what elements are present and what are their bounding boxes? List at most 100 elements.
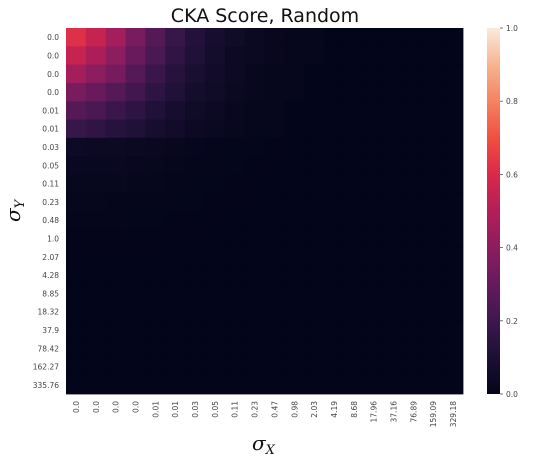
y-tick-label: 4.28: [42, 271, 59, 280]
heatmap-cell: [106, 138, 126, 157]
heatmap-cell: [304, 266, 324, 285]
heatmap-cell: [66, 65, 86, 84]
heatmap-cell: [185, 266, 205, 285]
heatmap-cell: [145, 248, 165, 267]
heatmap-cell: [205, 357, 225, 376]
heatmap-cell: [86, 120, 106, 139]
heatmap-cell: [443, 357, 463, 376]
heatmap-cell: [245, 303, 265, 322]
heatmap-cell: [185, 284, 205, 303]
heatmap-cell: [126, 46, 146, 65]
heatmap-cell: [265, 321, 285, 340]
y-tick-label: 18.32: [38, 308, 60, 317]
heatmap-cell: [66, 138, 86, 157]
y-tick-label: 0.0: [47, 51, 59, 60]
heatmap-cell: [265, 138, 285, 157]
heatmap-cell: [106, 376, 126, 395]
heatmap-cell: [364, 83, 384, 102]
heatmap-cell: [403, 229, 423, 248]
heatmap-cell: [423, 174, 443, 193]
heatmap-cell: [324, 339, 344, 358]
heatmap-cell: [106, 193, 126, 212]
heatmap-cell: [344, 46, 364, 65]
heatmap-cell: [423, 65, 443, 84]
heatmap-cell: [284, 83, 304, 102]
heatmap-cell: [304, 46, 324, 65]
heatmap-cell: [205, 229, 225, 248]
heatmap-cell: [364, 284, 384, 303]
heatmap-cell: [284, 321, 304, 340]
heatmap-cell: [304, 193, 324, 212]
x-tick-label: 0.01: [151, 401, 160, 418]
y-tick-label: 0.0: [47, 88, 59, 97]
heatmap-cell: [225, 321, 245, 340]
y-tick-label: 1.0: [47, 234, 59, 243]
heatmap-cell: [205, 28, 225, 47]
heatmap-cell: [443, 211, 463, 230]
heatmap-cell: [126, 321, 146, 340]
heatmap-cell: [165, 284, 185, 303]
heatmap-cell: [245, 211, 265, 230]
heatmap-cell: [185, 248, 205, 267]
heatmap-cell: [384, 156, 404, 175]
heatmap-cell: [364, 138, 384, 157]
heatmap-cell: [225, 248, 245, 267]
colorbar-tick-label: 0.6: [506, 170, 518, 179]
heatmap-cell: [145, 101, 165, 120]
heatmap-cell: [106, 46, 126, 65]
heatmap-cell: [265, 156, 285, 175]
y-tick-label: 0.0: [47, 33, 59, 42]
heatmap-cell: [245, 339, 265, 358]
heatmap-cell: [126, 156, 146, 175]
heatmap-cell: [423, 46, 443, 65]
heatmap-cell: [364, 174, 384, 193]
heatmap-cell: [86, 28, 106, 47]
heatmap-cell: [403, 248, 423, 267]
heatmap-cell: [66, 28, 86, 47]
heatmap-cell: [126, 83, 146, 102]
heatmap-cell: [106, 284, 126, 303]
heatmap-cell: [364, 211, 384, 230]
heatmap-cell: [403, 266, 423, 285]
x-tick-label: 0.11: [231, 401, 240, 418]
heatmap-cell: [225, 284, 245, 303]
y-tick-label: 0.03: [42, 143, 59, 152]
heatmap-cell: [165, 376, 185, 395]
heatmap-cell: [225, 138, 245, 157]
y-axis-label: σY: [1, 198, 28, 222]
heatmap-cell: [126, 101, 146, 120]
heatmap-cell: [384, 284, 404, 303]
heatmap-cell: [145, 138, 165, 157]
heatmap-cell: [364, 156, 384, 175]
heatmap-cell: [185, 211, 205, 230]
y-tick-label: 0.01: [42, 125, 59, 134]
heatmap-cell: [423, 83, 443, 102]
heatmap-cell: [384, 65, 404, 84]
heatmap-cell: [443, 101, 463, 120]
heatmap-cell: [106, 266, 126, 285]
heatmap-cell: [344, 321, 364, 340]
heatmap-cell: [225, 174, 245, 193]
heatmap-cell: [145, 156, 165, 175]
heatmap-cell: [66, 284, 86, 303]
heatmap-cell: [443, 193, 463, 212]
heatmap-cell: [106, 211, 126, 230]
heatmap-cell: [443, 284, 463, 303]
heatmap-cell: [403, 339, 423, 358]
heatmap-cell: [66, 156, 86, 175]
heatmap-cell: [185, 193, 205, 212]
heatmap-cell: [304, 120, 324, 139]
heatmap-cell: [304, 101, 324, 120]
y-tick-label: 162.27: [33, 363, 59, 372]
heatmap-cell: [443, 156, 463, 175]
heatmap-cell: [344, 339, 364, 358]
heatmap-cell: [265, 339, 285, 358]
heatmap-cell: [423, 357, 443, 376]
heatmap-cell: [205, 376, 225, 395]
heatmap-cell: [284, 376, 304, 395]
x-tick-label: 159.09: [429, 401, 438, 427]
heatmap-cell: [86, 211, 106, 230]
heatmap-cell: [126, 193, 146, 212]
heatmap-cell: [384, 357, 404, 376]
heatmap-cell: [265, 83, 285, 102]
